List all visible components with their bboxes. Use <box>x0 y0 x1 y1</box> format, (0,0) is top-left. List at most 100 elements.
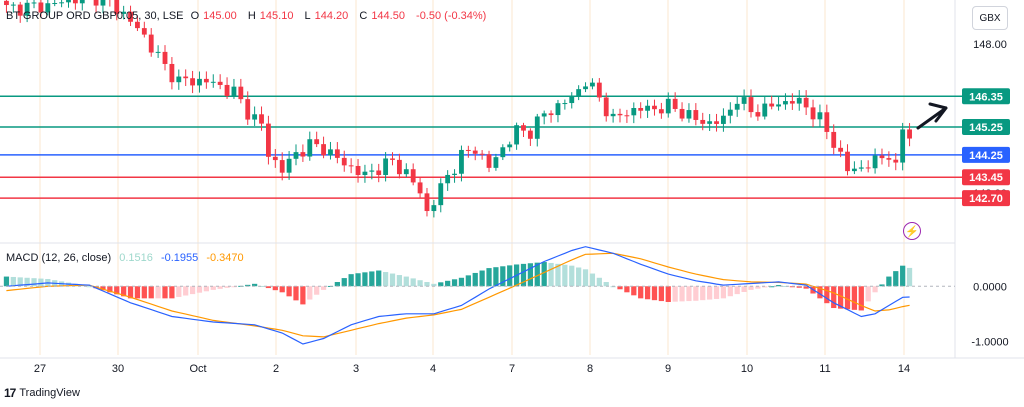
candle-body <box>727 109 733 116</box>
macd-hist-bar <box>879 284 885 287</box>
candle-body <box>658 109 664 114</box>
macd-hist-bar <box>438 282 444 287</box>
macd-hist-bar <box>369 271 375 287</box>
candle-body <box>500 147 506 158</box>
macd-hist-bar <box>576 267 582 287</box>
macd-hist-bar <box>831 286 837 309</box>
macd-histogram <box>3 262 913 311</box>
macd-hist-bar <box>10 276 16 287</box>
candle-body <box>72 0 78 4</box>
time-tick-label: 3 <box>353 363 359 375</box>
macd-hist-bar <box>252 283 258 287</box>
macd-hist-bar <box>431 283 437 287</box>
candle-body <box>300 152 306 157</box>
macd-hist-bar <box>720 286 727 299</box>
branding-text: TradingView <box>19 387 80 399</box>
candle-body <box>459 149 464 174</box>
macd-hist-bar <box>183 286 189 296</box>
macd-hist-bar <box>382 272 389 287</box>
macd-hist-bar <box>148 286 154 299</box>
macd-header: MACD (12, 26, close) 0.1516 -0.1955 -0.3… <box>6 252 249 264</box>
candle-body <box>507 144 513 148</box>
candle-body <box>424 193 430 212</box>
macd-hist-bar <box>596 277 602 287</box>
time-tick-label: 4 <box>430 363 436 375</box>
candle-body <box>596 82 602 98</box>
candle-body <box>155 51 161 53</box>
candle-body <box>845 151 850 172</box>
candle-body <box>321 144 326 156</box>
macd-label: MACD (12, 26, close) <box>6 252 112 264</box>
lightning-icon[interactable]: ⚡ <box>903 222 921 240</box>
candle-body <box>272 156 278 161</box>
macd-hist-bar <box>445 280 451 287</box>
macd-hist-bar <box>803 286 809 289</box>
macd-hist-bar <box>796 286 802 288</box>
candle-body <box>38 2 44 13</box>
candle-body <box>907 129 912 139</box>
candle-body <box>686 110 692 119</box>
macd-hist-bar <box>658 286 664 302</box>
macd-hist-bar <box>858 286 864 311</box>
macd-hist-bar <box>817 286 823 299</box>
candle-body <box>590 82 595 87</box>
candle-body <box>417 182 423 194</box>
macd-hist-bar <box>217 286 223 289</box>
macd-hist-bar <box>837 286 844 309</box>
level-label-bg <box>962 88 1010 105</box>
macd-hist-bar <box>114 286 120 295</box>
symbol-title: BT GROUP ORD GBP0.05, 30, LSE <box>6 10 184 22</box>
macd-hist-bar <box>686 286 692 302</box>
macd-lines <box>0 246 955 345</box>
time-tick-label: 30 <box>112 363 124 375</box>
tradingview-logo[interactable]: 17 TradingView <box>4 386 80 400</box>
candle-body <box>100 0 106 6</box>
macd-hist-bar <box>644 286 651 300</box>
macd-hist-bar <box>893 271 899 287</box>
candle-body <box>865 167 871 169</box>
candle-body <box>348 165 354 167</box>
candle-body <box>135 21 140 29</box>
macd-hist-bar <box>24 277 30 287</box>
candle-body <box>858 167 864 169</box>
macd-hist-bar <box>769 286 775 288</box>
candle-body <box>810 107 816 120</box>
candle-body <box>893 159 899 163</box>
macd-hist-bar <box>403 276 409 287</box>
candle-body <box>314 139 320 145</box>
candle-body <box>24 2 30 16</box>
time-tick-label: 2 <box>273 363 279 375</box>
macd-hist-bar <box>541 262 547 287</box>
macd-hist-bar <box>121 286 127 297</box>
candle-body <box>376 170 382 176</box>
open-label: O <box>190 10 200 22</box>
candle-body <box>831 131 837 148</box>
candle-body <box>755 112 761 117</box>
candle-body <box>872 155 878 169</box>
macd-hist-bar <box>865 286 871 302</box>
candle-body <box>224 84 230 97</box>
close-label: C <box>359 10 368 22</box>
macd-hist-bar <box>589 273 596 287</box>
currency-button[interactable]: GBX <box>972 6 1008 30</box>
candle-body <box>217 81 223 85</box>
macd-hist-bar <box>169 286 175 299</box>
candle-body <box>548 113 554 116</box>
macd-hist-bar <box>900 265 906 287</box>
candle-body <box>445 174 451 184</box>
macd-hist-bar <box>417 280 423 287</box>
candle-body <box>838 147 844 152</box>
macd-hist-bar <box>286 286 292 297</box>
macd-hist-bar <box>3 276 10 287</box>
close-value: 144.50 <box>371 10 405 22</box>
level-label-bg <box>962 190 1010 207</box>
macd-hist-bar <box>31 278 37 287</box>
candle-body <box>190 78 195 86</box>
level-label: 143.45 <box>969 172 1003 184</box>
candle-body <box>707 121 713 124</box>
candle-body <box>341 157 347 166</box>
level-label: 145.25 <box>969 122 1003 134</box>
macd-hist-bar <box>713 286 720 299</box>
